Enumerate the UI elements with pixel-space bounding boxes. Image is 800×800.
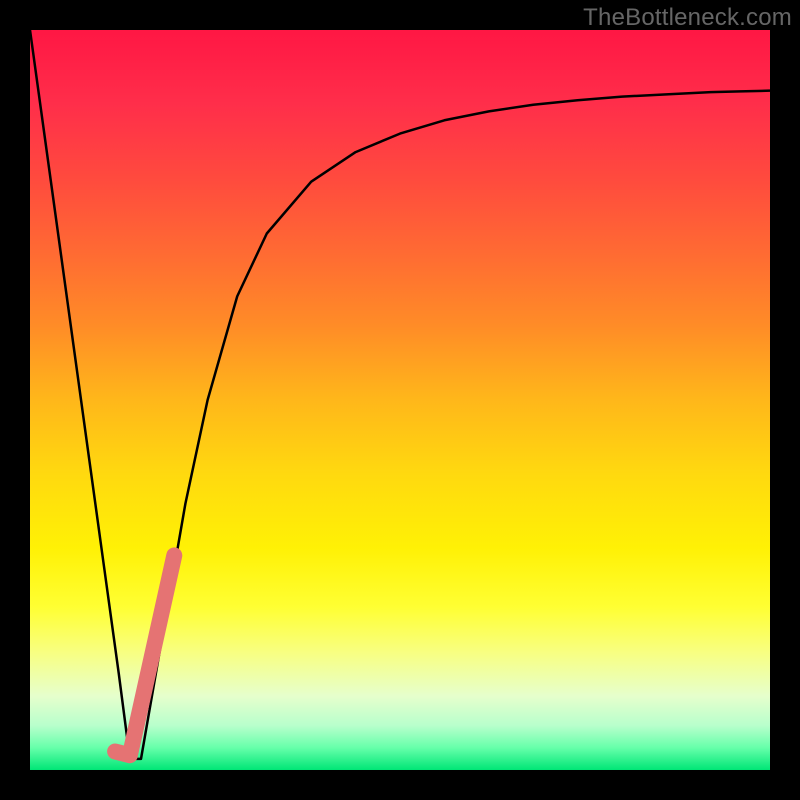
chart-container: TheBottleneck.com [0, 0, 800, 800]
gradient-background [30, 30, 770, 770]
watermark-text: TheBottleneck.com [583, 4, 792, 32]
bottleneck-chart [0, 0, 800, 800]
